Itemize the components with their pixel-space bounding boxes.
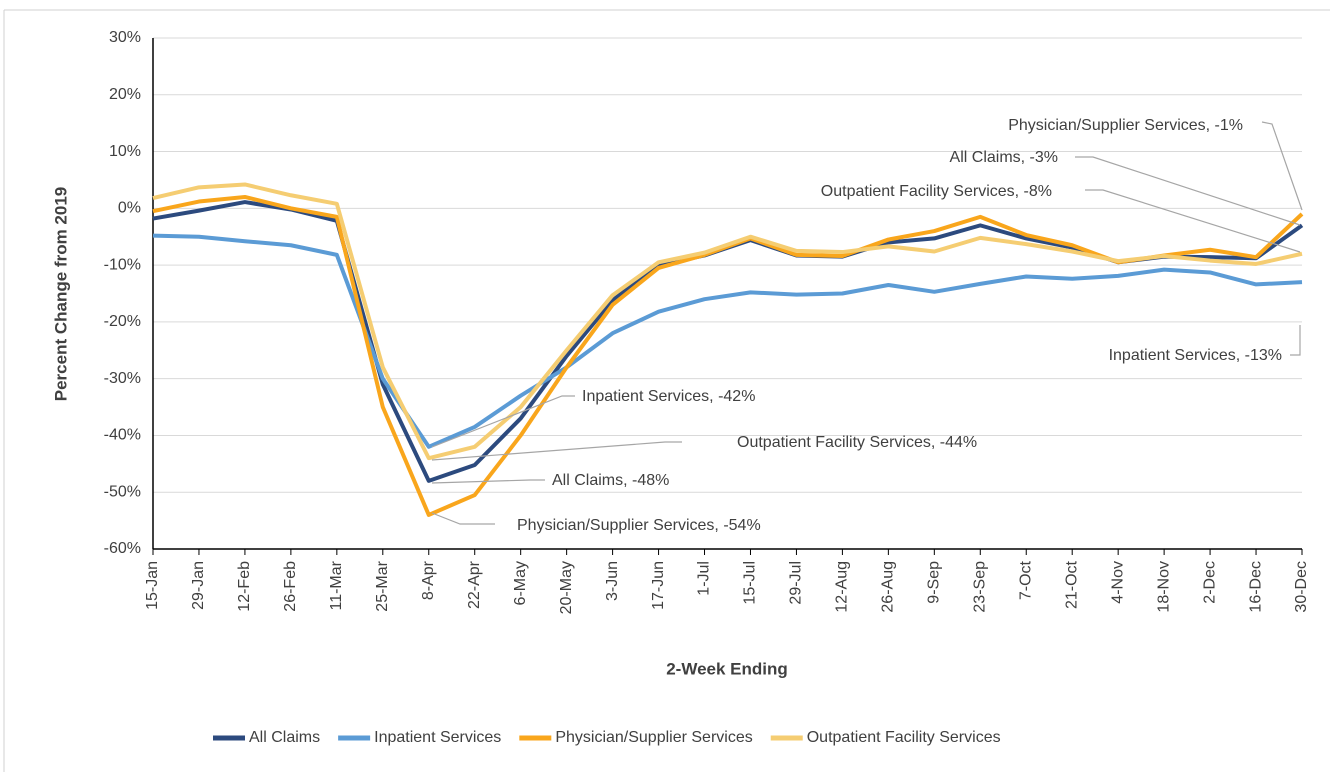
- annotation-leader: [431, 479, 545, 484]
- x-tick-label: 12-Feb: [236, 561, 253, 612]
- y-tick-label: -50%: [104, 483, 141, 500]
- annotation: All Claims, -3%: [950, 149, 1058, 166]
- annotation: Outpatient Facility Services, -8%: [821, 183, 1052, 200]
- x-tick-label: 22-Apr: [466, 560, 483, 609]
- x-tick-label: 17-Jun: [650, 561, 667, 610]
- x-tick-label: 21-Oct: [1063, 560, 1080, 609]
- x-tick-label: 23-Sep: [971, 561, 988, 613]
- y-axis-label: Percent Change from 2019: [51, 187, 70, 401]
- annotation-leader: [1261, 121, 1303, 211]
- annotation: Inpatient Services, -42%: [582, 388, 755, 405]
- y-tick-label: -60%: [104, 540, 141, 557]
- annotation: Outpatient Facility Services, -44%: [737, 434, 977, 451]
- x-tick-label: 18-Nov: [1155, 561, 1172, 613]
- annotation-leader: [431, 512, 495, 525]
- y-tick-label: 0%: [118, 200, 141, 217]
- x-tick-label: 16-Dec: [1247, 561, 1264, 613]
- x-tick-label: 26-Feb: [282, 561, 299, 612]
- legend-label: Outpatient Facility Services: [807, 729, 1001, 746]
- x-tick-label: 2-Dec: [1201, 561, 1218, 604]
- series-line: [152, 182, 1303, 461]
- x-tick-label: 11-Mar: [328, 560, 345, 610]
- annotation-leader: [1075, 156, 1301, 226]
- annotation: All Claims, -48%: [552, 472, 669, 489]
- annotation-leader: [431, 441, 682, 461]
- annotation: Physician/Supplier Services, -1%: [1008, 117, 1243, 134]
- y-tick-label: -10%: [104, 256, 141, 273]
- x-tick-label: 4-Nov: [1109, 561, 1126, 604]
- x-tick-label: 6-May: [512, 561, 529, 605]
- x-tick-label: 29-Jul: [788, 561, 805, 605]
- x-axis-label: 2-Week Ending: [666, 659, 788, 678]
- y-tick-label: -40%: [104, 427, 141, 444]
- annotation: Inpatient Services, -13%: [1109, 347, 1282, 364]
- x-tick-label: 26-Aug: [880, 561, 897, 613]
- annotation: Physician/Supplier Services, -54%: [517, 517, 761, 534]
- x-tick-label: 12-Aug: [834, 561, 851, 613]
- y-tick-label: 10%: [109, 143, 141, 160]
- x-tick-label: 20-May: [558, 561, 575, 614]
- x-tick-label: 30-Dec: [1293, 561, 1310, 613]
- x-tick-label: 25-Mar: [374, 560, 391, 611]
- y-tick-label: 20%: [109, 86, 141, 103]
- x-tick-label: 7-Oct: [1017, 560, 1034, 600]
- legend-label: Inpatient Services: [374, 729, 501, 746]
- x-tick-label: 9-Sep: [926, 561, 943, 604]
- x-tick-label: 15-Jul: [742, 561, 759, 605]
- x-tick-label: 29-Jan: [190, 561, 207, 610]
- x-tick-label: 15-Jan: [144, 561, 161, 610]
- legend-label: Physician/Supplier Services: [555, 729, 752, 746]
- series-line: [152, 233, 1303, 449]
- annotation-leader: [1290, 325, 1301, 356]
- y-tick-label: 30%: [109, 29, 141, 46]
- y-tick-label: -30%: [104, 370, 141, 387]
- annotation-leader: [1085, 189, 1301, 253]
- y-tick-label: -20%: [104, 313, 141, 330]
- x-tick-label: 1-Jul: [696, 561, 713, 596]
- x-tick-label: 8-Apr: [420, 560, 437, 600]
- annotation-leader: [431, 395, 575, 448]
- legend-label: All Claims: [249, 729, 320, 746]
- x-tick-label: 3-Jun: [604, 561, 621, 601]
